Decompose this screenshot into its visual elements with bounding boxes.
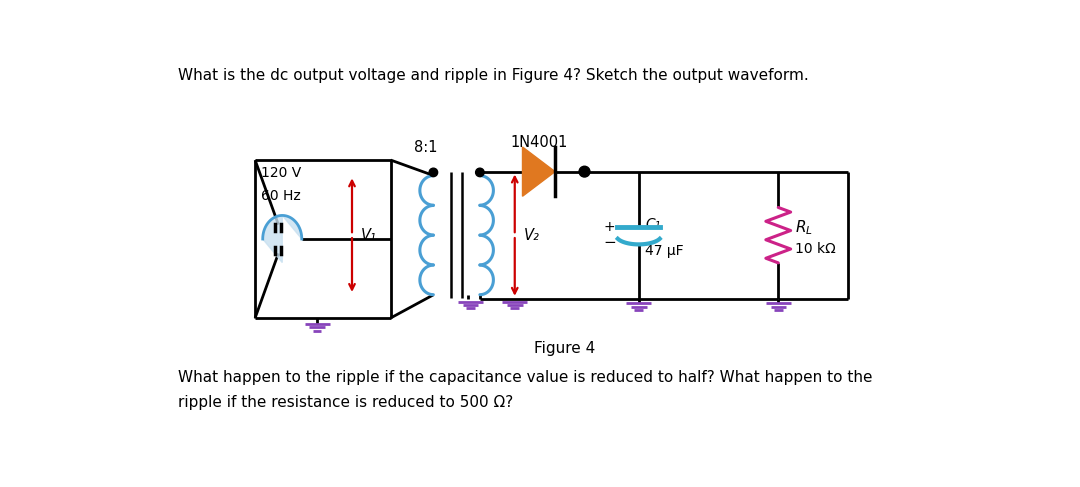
Text: V₂: V₂	[524, 227, 540, 243]
Circle shape	[475, 168, 484, 177]
Text: 8:1: 8:1	[414, 140, 437, 155]
Text: What happen to the ripple if the capacitance value is reduced to half? What happ: What happen to the ripple if the capacit…	[177, 370, 873, 385]
Text: +: +	[604, 221, 616, 234]
Polygon shape	[262, 215, 301, 262]
Text: What is the dc output voltage and ripple in Figure 4? Sketch the output waveform: What is the dc output voltage and ripple…	[177, 68, 808, 83]
Text: 60 Hz: 60 Hz	[261, 189, 301, 204]
Text: ripple if the resistance is reduced to 500 Ω?: ripple if the resistance is reduced to 5…	[177, 395, 513, 410]
Polygon shape	[523, 147, 555, 196]
Circle shape	[579, 166, 590, 177]
Text: Figure 4: Figure 4	[535, 341, 596, 356]
Text: V₁: V₁	[362, 227, 377, 243]
Text: $R_L$: $R_L$	[795, 218, 813, 237]
Text: 47 μF: 47 μF	[645, 244, 684, 259]
Text: 10 kΩ: 10 kΩ	[795, 242, 836, 256]
Circle shape	[429, 168, 437, 177]
Text: 120 V: 120 V	[261, 166, 301, 180]
Text: 1N4001: 1N4001	[510, 135, 567, 150]
Text: −: −	[603, 235, 616, 250]
Text: C₁: C₁	[645, 217, 660, 231]
